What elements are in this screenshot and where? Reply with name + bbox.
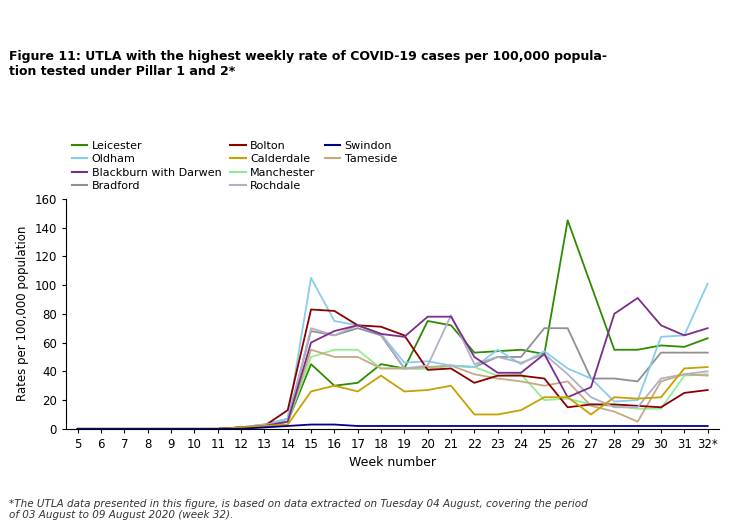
Text: Confirmed cases in England: Confirmed cases in England [9, 13, 268, 30]
Legend: Leicester, Oldham, Blackburn with Darwen, Bradford, Bolton, Calderdale, Manchest: Leicester, Oldham, Blackburn with Darwen… [72, 141, 397, 191]
Text: Year: 2020    Week: 33: Year: 2020 Week: 33 [515, 13, 725, 30]
Text: *The UTLA data presented in this figure, is based on data extracted on Tuesday 0: *The UTLA data presented in this figure,… [9, 499, 587, 520]
Y-axis label: Rates per 100,000 population: Rates per 100,000 population [16, 226, 29, 402]
Text: Figure 11: UTLA with the highest weekly rate of COVID-19 cases per 100,000 popul: Figure 11: UTLA with the highest weekly … [9, 50, 607, 78]
X-axis label: Week number: Week number [349, 457, 436, 470]
